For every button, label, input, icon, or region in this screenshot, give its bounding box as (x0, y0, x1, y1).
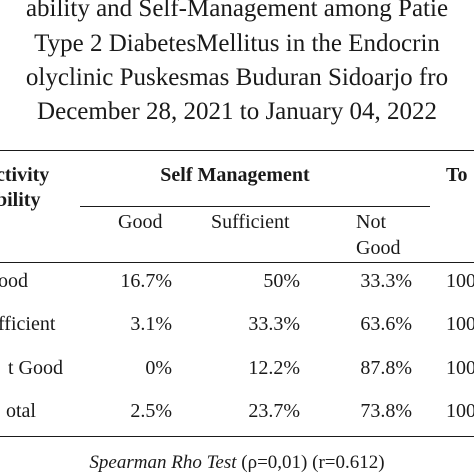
column-header-good: Good (118, 211, 163, 233)
cell-not-good: 33.3% (360, 270, 412, 292)
cell-total: 100 (446, 270, 474, 292)
column-header-not-good-line-2: Good (356, 237, 401, 259)
title-line-4: December 28, 2021 to January 04, 2022 (37, 98, 437, 125)
footnote-test-name: Spearman Rho Test (89, 452, 237, 473)
cell-not-good: 73.8% (360, 400, 412, 422)
header-bottom-rule (0, 262, 474, 263)
column-header-not-good-line-1: Not (356, 211, 386, 233)
cell-sufficient: 23.7% (248, 400, 300, 422)
cell-sufficient: 50% (263, 270, 300, 292)
row-header-line-2: bility (0, 189, 41, 211)
row-label: otal (6, 400, 36, 422)
footnote-stats: (ρ=0,01) (r=0.612) (241, 452, 385, 473)
table-bottom-rule (0, 436, 474, 437)
cell-total: 100 (446, 313, 474, 335)
cell-good: 16.7% (120, 270, 172, 292)
title-line-1: ability and Self-Management among Patie (25, 0, 449, 22)
cell-not-good: 87.8% (360, 357, 412, 379)
row-label: ood (0, 270, 28, 292)
title-line-2: Type 2 DiabetesMellitus in the Endocrin (34, 30, 440, 57)
group-header-underline (80, 206, 430, 207)
total-header: To (446, 164, 468, 186)
cell-not-good: 63.6% (360, 313, 412, 335)
cell-good: 0% (145, 357, 172, 379)
cell-good: 3.1% (130, 313, 172, 335)
column-header-sufficient: Sufficient (211, 211, 290, 233)
cell-sufficient: 12.2% (248, 357, 300, 379)
cell-total: 100 (446, 357, 474, 379)
title-line-3: olyclinic Puskesmas Buduran Sidoarjo fro (25, 64, 449, 91)
cell-sufficient: 33.3% (248, 313, 300, 335)
cell-good: 2.5% (130, 400, 172, 422)
group-header-self-management: Self Management (160, 164, 310, 186)
table-footnote: Spearman Rho Test (ρ=0,01) (r=0.612) (0, 452, 474, 474)
table-top-rule (0, 150, 474, 151)
row-header-line-1: ctivity (0, 164, 50, 186)
row-label: fficient (0, 313, 56, 335)
row-label: t Good (8, 357, 63, 379)
cell-total: 100 (446, 400, 474, 422)
